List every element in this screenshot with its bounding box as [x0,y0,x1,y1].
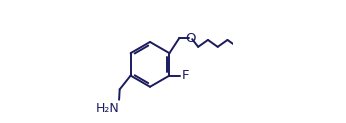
Text: H₂N: H₂N [95,102,119,115]
Text: F: F [182,69,190,82]
Text: O: O [185,32,196,45]
